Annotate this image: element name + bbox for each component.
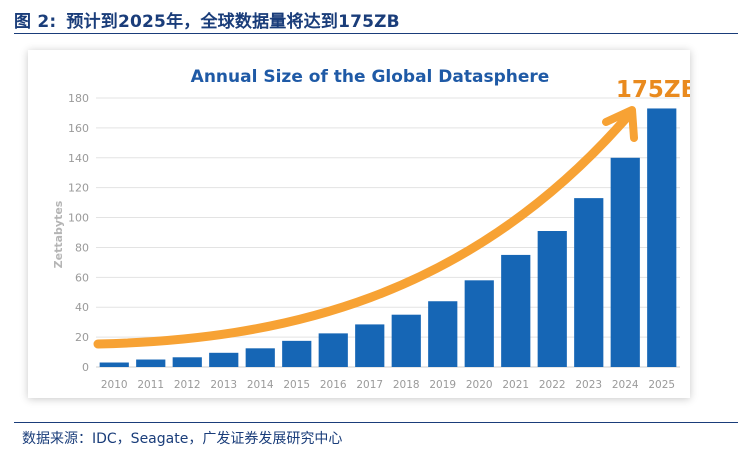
growth-arrow-head bbox=[602, 106, 638, 142]
x-tick-label: 2020 bbox=[466, 379, 493, 391]
bar-2025 bbox=[647, 108, 677, 367]
bar-2019 bbox=[428, 301, 458, 367]
footer-rule bbox=[14, 422, 738, 423]
x-tick-label: 2024 bbox=[612, 379, 639, 391]
x-tick-label: 2025 bbox=[648, 379, 675, 391]
bar-2017 bbox=[355, 324, 385, 367]
bar-2016 bbox=[318, 333, 348, 367]
bar-2013 bbox=[209, 352, 239, 367]
y-tick-label: 140 bbox=[68, 152, 89, 165]
y-tick-label: 120 bbox=[68, 182, 89, 195]
y-tick-label: 40 bbox=[75, 301, 89, 314]
source-note: 数据来源：IDC，Seagate，广发证券发展研究中心 bbox=[22, 431, 343, 447]
bar-2010 bbox=[99, 362, 129, 367]
figure-title: 预计到2025年，全球数据量将达到175ZB bbox=[66, 11, 400, 32]
x-tick-labels: 2010 2011 2012 2013 2014 2015 2016 2017 2018 2019… bbox=[101, 379, 675, 391]
y-tick-label: 0 bbox=[82, 361, 89, 374]
growth-arrow-icon bbox=[93, 106, 638, 349]
bars bbox=[99, 108, 677, 367]
bar-2020 bbox=[464, 280, 494, 367]
x-tick-label: 2017 bbox=[356, 379, 383, 391]
x-tick-label: 2016 bbox=[320, 379, 347, 391]
chart-panel: 0 20 40 60 80 100 120 140 160 180 2010 2011 2012 201… bbox=[28, 50, 690, 398]
y-tick-label: 180 bbox=[68, 92, 89, 105]
x-tick-label: 2019 bbox=[429, 379, 456, 391]
y-tick-label: 160 bbox=[68, 122, 89, 135]
y-tick-label: 20 bbox=[75, 331, 89, 344]
x-tick-label: 2018 bbox=[393, 379, 420, 391]
bar-2022 bbox=[537, 231, 567, 367]
bar-2024 bbox=[610, 157, 640, 367]
y-tick-labels: 0 20 40 60 80 100 120 140 160 180 bbox=[68, 92, 89, 374]
total-annotation: 175ZB bbox=[616, 77, 690, 103]
y-tick-label: 60 bbox=[75, 271, 89, 284]
growth-arrow-body bbox=[93, 111, 633, 349]
y-tick-label: 100 bbox=[68, 212, 89, 225]
header-rule bbox=[14, 33, 738, 34]
bar-2018 bbox=[391, 314, 421, 367]
x-tick-label: 2013 bbox=[210, 379, 237, 391]
chart-title: Annual Size of the Global Datasphere bbox=[191, 67, 550, 87]
figure-header: 图 2: 预计到2025年，全球数据量将达到175ZB bbox=[14, 6, 738, 32]
x-tick-label: 2022 bbox=[539, 379, 566, 391]
y-axis-label: Zettabytes bbox=[52, 200, 65, 268]
bar-2021 bbox=[501, 254, 531, 367]
x-tick-label: 2014 bbox=[247, 379, 274, 391]
x-tick-label: 2015 bbox=[283, 379, 310, 391]
x-tick-label: 2010 bbox=[101, 379, 128, 391]
x-tick-label: 2011 bbox=[137, 379, 164, 391]
bar-2015 bbox=[282, 340, 312, 367]
bar-2012 bbox=[172, 357, 202, 367]
bar-2014 bbox=[245, 348, 275, 367]
bar-2023 bbox=[574, 198, 604, 367]
figure-number: 图 2: bbox=[14, 11, 57, 32]
x-tick-label: 2023 bbox=[575, 379, 602, 391]
x-tick-label: 2021 bbox=[502, 379, 529, 391]
bar-2011 bbox=[136, 359, 166, 367]
x-tick-label: 2012 bbox=[174, 379, 201, 391]
y-tick-label: 80 bbox=[75, 241, 89, 254]
